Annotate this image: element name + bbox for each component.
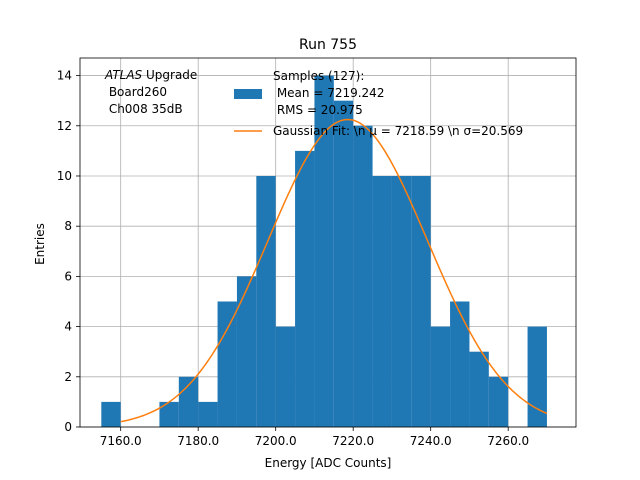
histogram-bar [527,326,547,427]
atlas-label-italic: ATLAS [104,68,143,82]
legend: Samples (127): Mean = 7219.242 RMS = 20.… [234,69,523,138]
histogram-bar [353,125,373,427]
histogram-bar [217,301,237,427]
y-tick-label: 6 [64,269,72,283]
legend-swatch-bars [234,89,262,99]
legend-samples-mean: Mean = 7219.242 [273,86,384,100]
x-tick-label: 7200.0 [255,434,297,448]
histogram-bar [198,401,218,427]
histogram-bar [101,401,121,427]
histogram-bar [236,276,257,427]
board-label: Board260 [105,85,167,99]
histogram-bar [488,376,509,427]
histogram-bar [159,401,179,427]
legend-samples-count: Samples (127): [273,69,364,83]
x-tick-label: 7160.0 [100,434,142,448]
histogram-bar [295,150,315,427]
x-axis: 7160.0 7180.0 7200.0 7220.0 7240.0 7260.0 [100,427,529,448]
x-tick-label: 7260.0 [487,434,529,448]
plot-frame [79,57,577,428]
y-axis-label: Entries [33,223,47,265]
histogram-bar [275,326,296,427]
gaussian-fit-curve [120,118,548,423]
y-tick-label: 2 [64,370,72,384]
histogram-bar [314,75,334,428]
y-axis: 0 2 4 6 8 10 12 14 [57,69,80,434]
y-tick-label: 10 [57,169,72,183]
legend-fit-label: Gaussian Fit: \n μ = 7218.59 \n σ=20.569 [273,124,523,138]
y-tick-label: 4 [64,320,72,334]
channel-label: Ch008 35dB [105,102,183,116]
chart-title: Run 755 [299,37,357,53]
atlas-label-upgrade: Upgrade [142,68,197,82]
histogram-bars [101,75,547,428]
x-tick-label: 7220.0 [332,434,374,448]
histogram-bar [391,175,412,427]
x-tick-label: 7180.0 [177,434,219,448]
atlas-annotation: ATLAS Upgrade Board260 Ch008 35dB [104,68,197,116]
histogram-bar [256,175,276,427]
legend-samples-rms: RMS = 20.975 [273,103,363,117]
histogram-bar [469,351,489,427]
histogram-bar [333,100,354,428]
y-tick-label: 12 [57,119,72,133]
histogram-bar [372,175,392,427]
atlas-label: ATLAS Upgrade [104,68,197,82]
histogram-bar [430,326,451,427]
y-tick-label: 8 [64,219,72,233]
histogram-bar [450,301,470,427]
x-axis-label: Energy [ADC Counts] [265,456,392,470]
histogram-bar [411,175,431,427]
x-tick-label: 7240.0 [410,434,452,448]
y-tick-label: 14 [57,69,72,83]
y-tick-label: 0 [64,420,72,434]
